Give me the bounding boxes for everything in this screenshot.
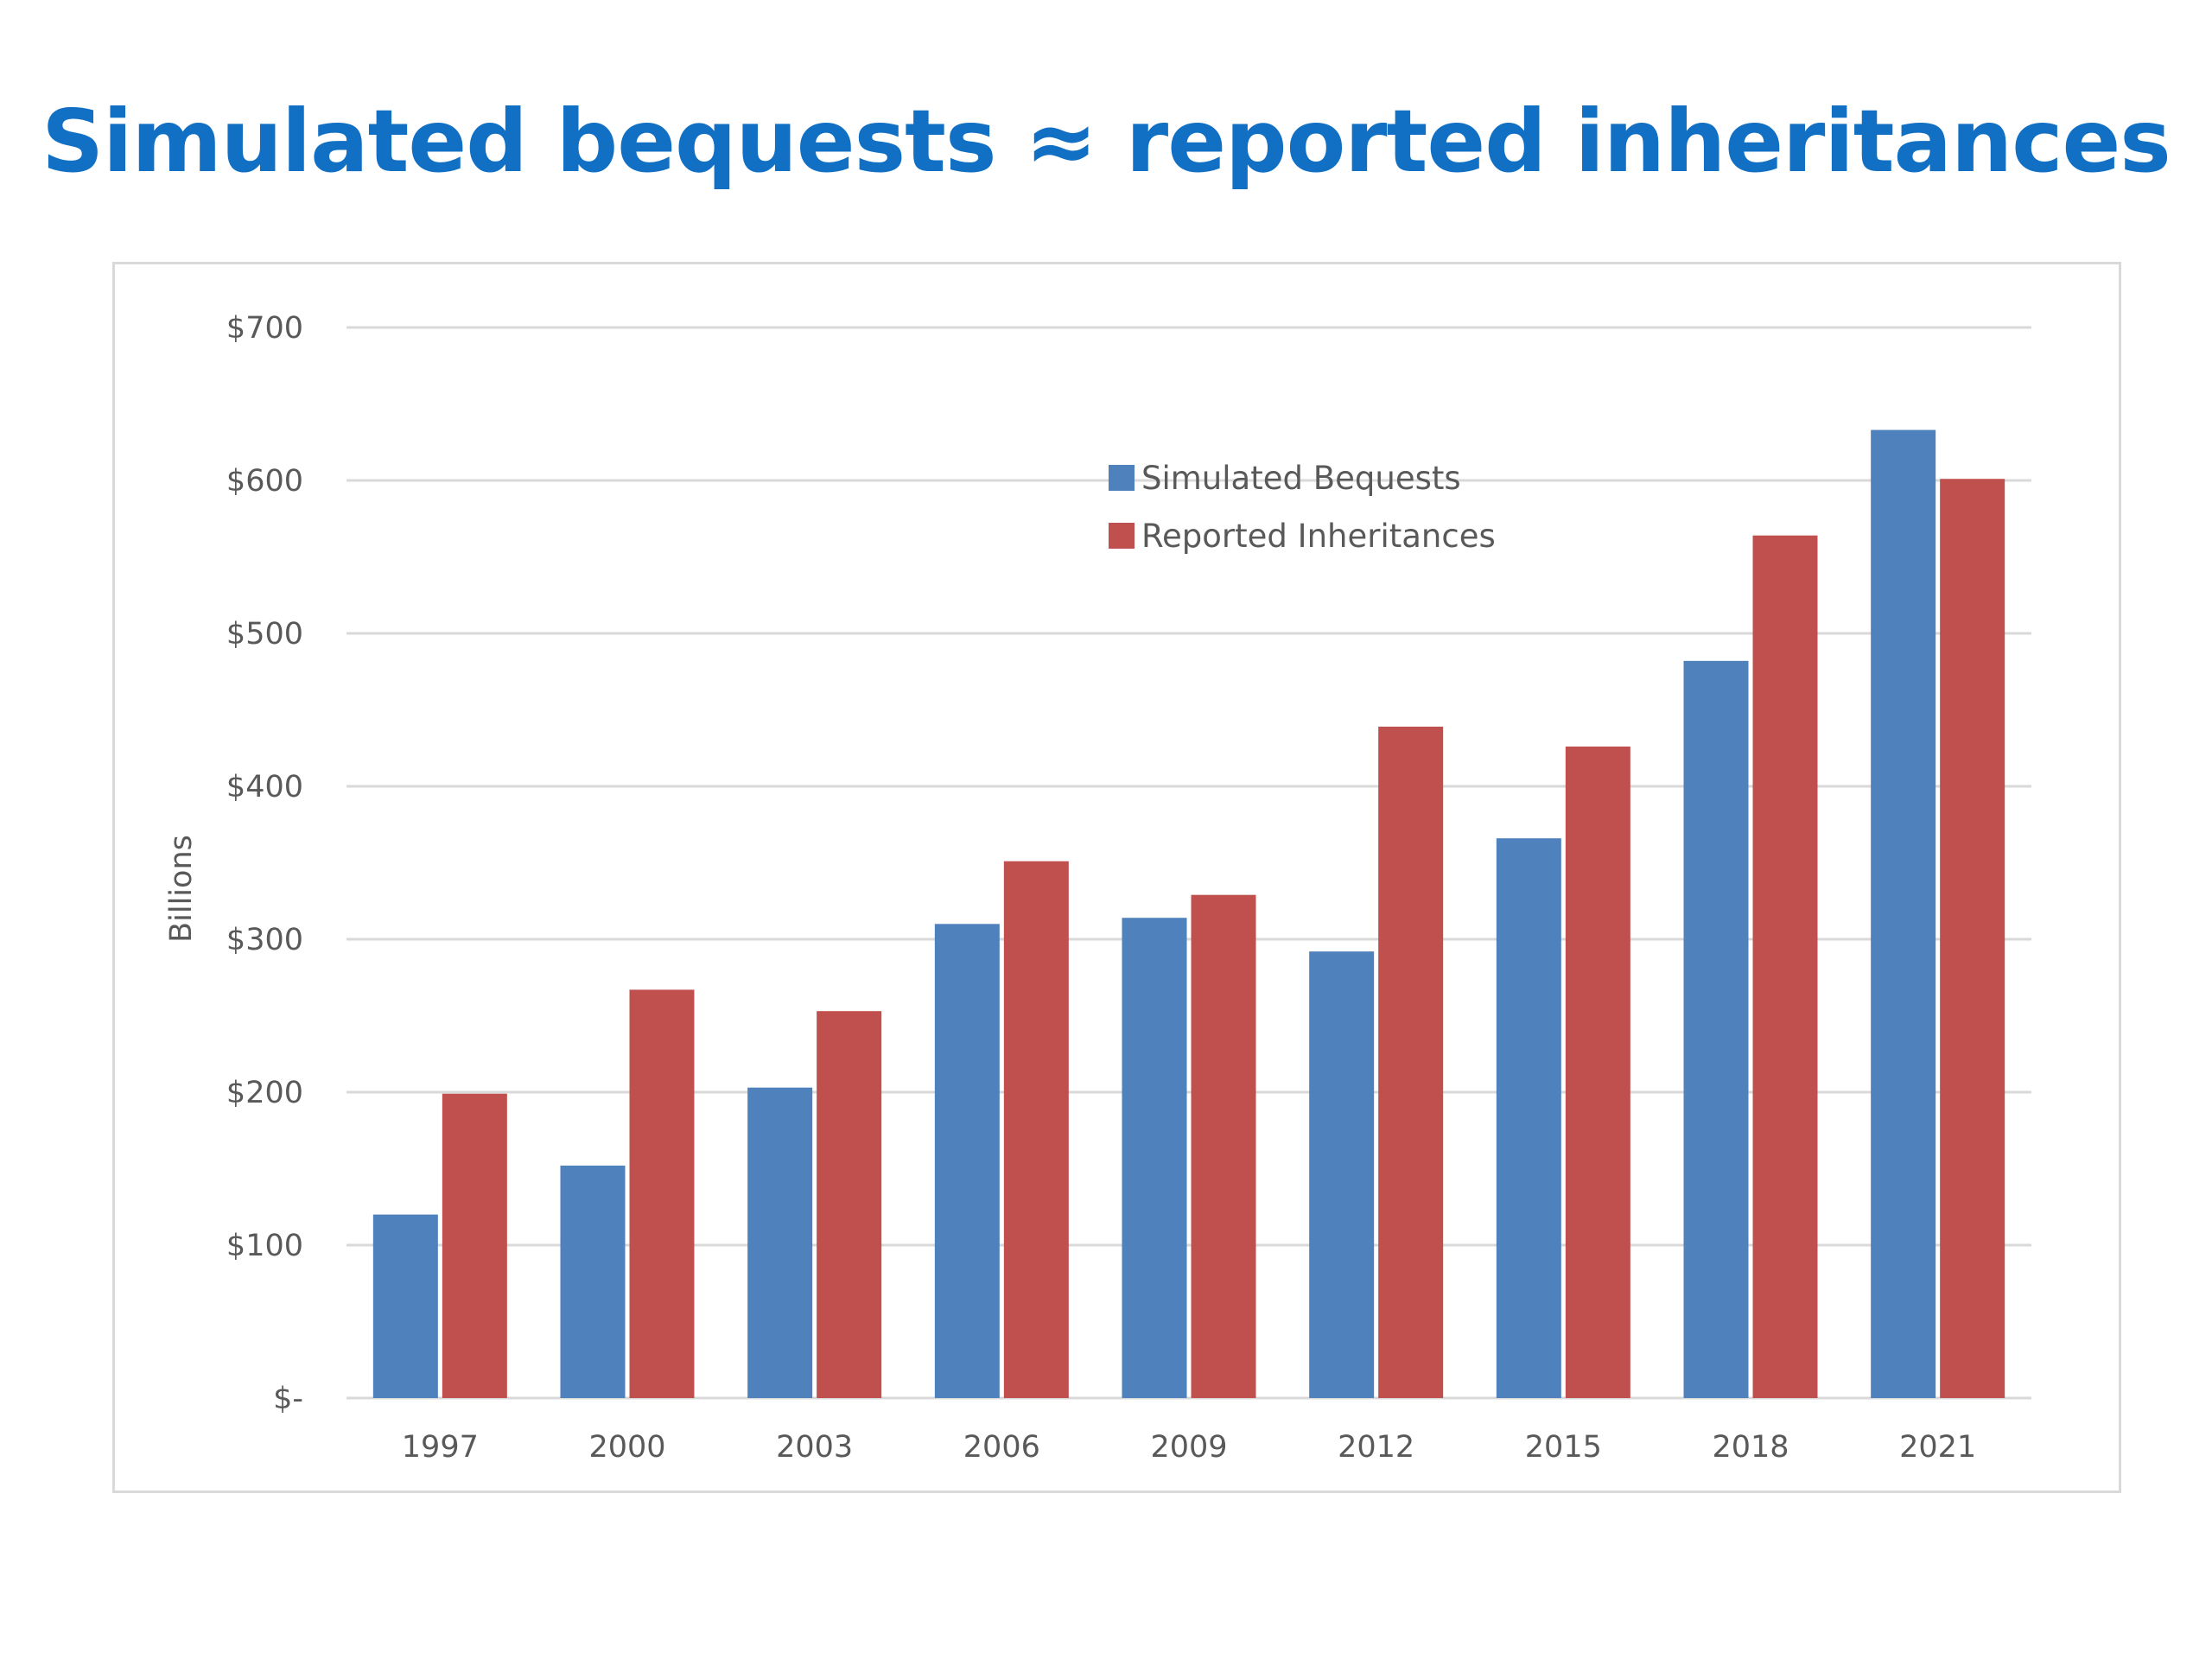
y-tick-label: $700 (226, 311, 303, 346)
bar-reported-inheritances-2018 (1752, 535, 1818, 1398)
gridlines (346, 326, 2031, 1400)
legend-label: Reported Inheritances (1141, 518, 1496, 555)
bar-reported-inheritances-2006 (1003, 861, 1069, 1398)
y-tick-label: $600 (226, 464, 303, 499)
bar-chart: $- $100 $200 $300 $400 $500 $600 $700 Billions 19… (164, 311, 2031, 1465)
x-tick-label: 2015 (1525, 1430, 1602, 1465)
bar-reported-inheritances-2009 (1191, 894, 1256, 1398)
bar-reported-inheritances-2000 (629, 989, 695, 1398)
bar-simulated-bequests-1997 (372, 1214, 438, 1398)
bar-simulated-bequests-2009 (1122, 918, 1187, 1398)
chart-frame: $- $100 $200 $300 $400 $500 $600 $700 Billions 19… (112, 262, 2121, 1493)
legend-swatch (1109, 465, 1135, 491)
y-tick-label: $400 (226, 770, 303, 804)
x-tick-label: 2021 (1899, 1430, 1976, 1465)
y-tick-label: $300 (226, 923, 303, 957)
page-title: Simulated bequests ≈ reported inheritanc… (41, 91, 2171, 192)
bar-reported-inheritances-1997 (442, 1093, 507, 1398)
bar-simulated-bequests-2006 (934, 924, 1000, 1398)
axes: $- $100 $200 $300 $400 $500 $600 $700 Billions 19… (164, 311, 1976, 1465)
x-tick-label: 2006 (963, 1430, 1040, 1465)
y-tick-label: $500 (226, 617, 303, 652)
bar-simulated-bequests-2000 (560, 1165, 626, 1398)
bar-reported-inheritances-2015 (1565, 746, 1630, 1398)
legend-swatch (1109, 523, 1135, 549)
y-tick-label: $200 (226, 1076, 303, 1110)
x-tick-label: 2003 (776, 1430, 853, 1465)
legend: Simulated Bequests Reported Inheritances (1109, 460, 1496, 555)
bar-reported-inheritances-2003 (817, 1011, 882, 1398)
bar-simulated-bequests-2003 (747, 1087, 813, 1398)
y-axis-title: Billions (164, 835, 199, 943)
y-tick-label: $- (273, 1382, 303, 1416)
bar-simulated-bequests-2012 (1309, 951, 1375, 1398)
bar-simulated-bequests-2018 (1683, 660, 1749, 1398)
bar-simulated-bequests-2021 (1871, 429, 1936, 1399)
legend-label: Simulated Bequests (1141, 460, 1461, 497)
x-tick-label: 2012 (1338, 1430, 1414, 1465)
x-tick-label: 2018 (1712, 1430, 1789, 1465)
x-tick-label: 1997 (402, 1430, 479, 1465)
bar-simulated-bequests-2015 (1496, 838, 1561, 1398)
x-tick-label: 2000 (588, 1430, 665, 1465)
y-tick-label: $100 (226, 1229, 303, 1263)
bars (372, 429, 2005, 1399)
x-tick-label: 2009 (1150, 1430, 1227, 1465)
bar-reported-inheritances-2021 (1940, 479, 2005, 1398)
bar-reported-inheritances-2012 (1378, 726, 1444, 1398)
